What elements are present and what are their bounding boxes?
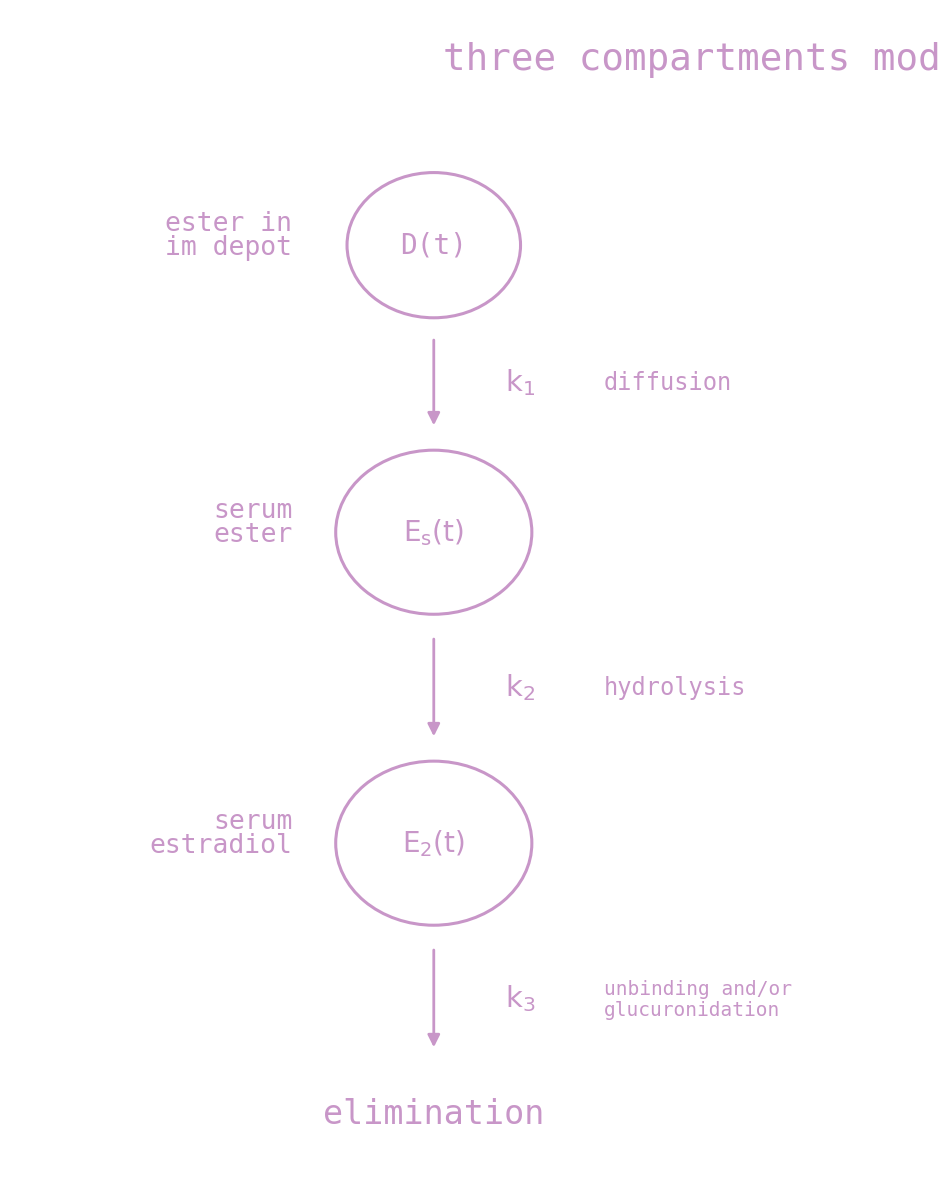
- Text: three compartments model: three compartments model: [443, 42, 943, 78]
- Text: $\mathrm{E_2(t)}$: $\mathrm{E_2(t)}$: [403, 828, 465, 859]
- Text: serum: serum: [213, 498, 292, 524]
- Text: $\mathrm{k}_{3}$: $\mathrm{k}_{3}$: [505, 983, 535, 1014]
- Text: serum: serum: [213, 808, 292, 835]
- Text: D(t): D(t): [400, 231, 468, 260]
- Text: hydrolysis: hydrolysis: [604, 676, 746, 700]
- Text: ester: ester: [213, 521, 292, 548]
- Text: estradiol: estradiol: [149, 832, 292, 859]
- Text: elimination: elimination: [323, 1098, 544, 1131]
- Text: $\mathrm{E_s(t)}$: $\mathrm{E_s(t)}$: [404, 517, 464, 548]
- Text: diffusion: diffusion: [604, 371, 732, 395]
- Text: unbinding and/or: unbinding and/or: [604, 980, 791, 999]
- Text: im depot: im depot: [165, 234, 292, 261]
- Text: $\mathrm{k}_{2}$: $\mathrm{k}_{2}$: [505, 672, 535, 703]
- Text: $\mathrm{k}_{1}$: $\mathrm{k}_{1}$: [505, 367, 535, 398]
- Text: glucuronidation: glucuronidation: [604, 1001, 780, 1020]
- Text: ester in: ester in: [165, 210, 292, 237]
